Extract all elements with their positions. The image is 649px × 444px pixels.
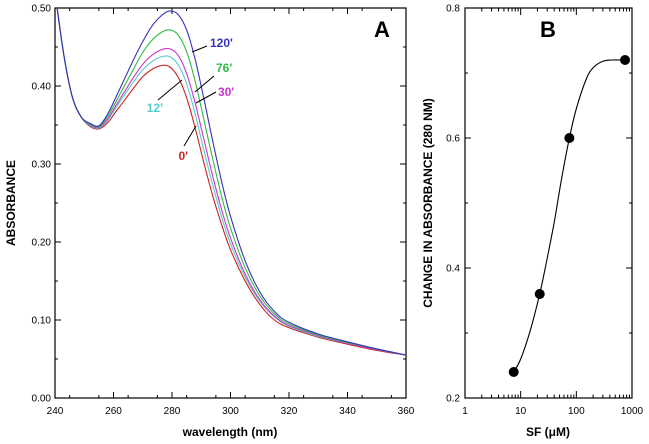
x-tick-label: 340: [339, 406, 356, 417]
panel-a-x-axis-label: wavelength (nm): [182, 425, 278, 439]
fit-curve: [513, 59, 625, 373]
x-tick-label: 240: [47, 406, 64, 417]
panel-a-letter: A: [374, 17, 390, 42]
y-tick-label: 0.4: [446, 264, 460, 275]
series-line: [56, 8, 406, 356]
curve-label-leader: [195, 91, 217, 104]
x-tick-label: 100: [568, 406, 585, 417]
x-tick-label: 1: [462, 406, 468, 417]
data-point: [564, 133, 575, 143]
panel-a-curve-labels: 0' 12' 30' 76' 120': [147, 36, 235, 163]
series-line: [56, 8, 406, 356]
y-tick-label: 0.30: [32, 160, 52, 171]
data-point: [620, 55, 631, 65]
panel-b-points: [508, 55, 631, 377]
x-tick-label: 360: [398, 406, 415, 417]
y-tick-label: 0.10: [32, 316, 52, 327]
curve-label: 0': [178, 149, 188, 163]
x-tick-label: 260: [105, 406, 122, 417]
series-line: [56, 8, 406, 356]
series-line: [56, 8, 406, 356]
curve-label-leader: [183, 125, 197, 147]
y-tick-label: 0.00: [32, 394, 52, 405]
series-line: [56, 8, 406, 356]
curve-label: 30': [218, 85, 234, 99]
x-tick-label: 280: [164, 406, 181, 417]
data-point: [508, 367, 519, 377]
y-tick-label: 0.8: [446, 4, 460, 15]
data-point: [534, 289, 545, 299]
y-tick-label: 0.2: [446, 394, 460, 405]
panel-b-frame: [464, 7, 633, 399]
panel-b: 1 10 100 1000 0.2 0.4 0.6 0.8 B SF (μM) CHANGE …: [421, 4, 644, 440]
y-tick-label: 0.20: [32, 238, 52, 249]
panel-a-y-axis-label: ABSORBANCE: [4, 160, 18, 246]
x-tick-label: 320: [281, 406, 298, 417]
panel-a-curves: [56, 8, 406, 356]
panel-a: 240 260 280 300 320 340 360 0.00 0.10 0.20 0.30 0.4…: [4, 4, 415, 440]
panel-a-ticks: 240 260 280 300 320 340 360 0.00 0.10 0.20 0.30 0.4…: [32, 4, 415, 418]
y-tick-label: 0.6: [446, 134, 460, 145]
curve-label-leader: [194, 75, 215, 93]
x-tick-label: 1000: [621, 406, 644, 417]
y-tick-label: 0.50: [32, 4, 52, 15]
panel-b-x-axis-label: SF (μM): [526, 425, 570, 439]
x-tick-label: 300: [222, 406, 239, 417]
curve-label-leader: [157, 79, 183, 101]
panel-b-y-axis-label: CHANGE IN ABSORBANCE (280 NM): [421, 98, 435, 308]
panel-b-letter: B: [540, 17, 556, 42]
panel-b-fit-curve: [513, 59, 625, 373]
panel-b-ticks: 1 10 100 1000 0.2 0.4 0.6 0.8: [446, 4, 643, 418]
curve-label-leader: [191, 45, 208, 53]
x-tick-label: 10: [515, 406, 527, 417]
curve-label: 12': [147, 101, 163, 115]
y-tick-label: 0.40: [32, 82, 52, 93]
curve-label: 76': [216, 61, 232, 75]
curve-label: 120': [210, 36, 233, 50]
